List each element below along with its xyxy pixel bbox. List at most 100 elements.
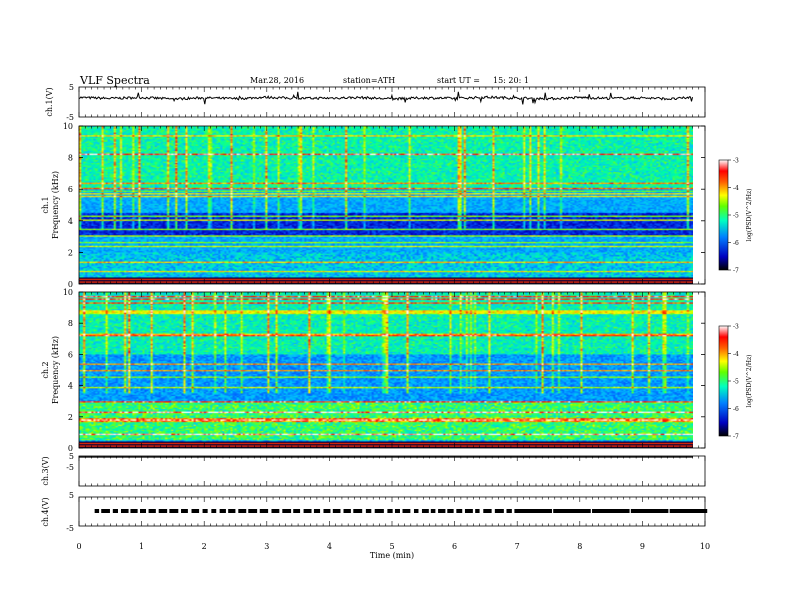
ch4-trace-segment [303, 509, 312, 513]
colorbar-tick-label: -3 [733, 158, 739, 165]
ch4-trace-segment [140, 509, 147, 513]
ch4-voltage-panel: 5 -5 -5 ch.4(V) [41, 463, 708, 533]
ch1-freq-ticks: 0 2 4 6 8 10 [63, 122, 705, 289]
colorbar-tick-label: -4 [733, 351, 739, 358]
ch1-ytick-top: 5 [69, 83, 74, 92]
ch4-trace-segment [438, 509, 446, 513]
ch4-trace-segment [202, 509, 208, 513]
ch3-ytick-bottom: -5 [66, 463, 74, 472]
ch4-trace-segment [592, 509, 630, 513]
freq-tick-label: 10 [63, 288, 73, 297]
ch4-ytick-bottom: -5 [66, 524, 74, 533]
ch2-freq-ticks: 0 2 4 6 8 10 [63, 288, 705, 453]
ch4-trace-segment [394, 509, 400, 513]
ch4-trace-segment [553, 509, 591, 513]
freq-tick-label: 2 [68, 413, 73, 422]
date-label: Mar.28, 2016 [250, 76, 304, 85]
ch4-trace-segment [475, 509, 480, 513]
ch4-trace-segment [483, 509, 492, 513]
ch2-spectrogram-panel: 0 2 4 6 8 10 ch.2 Frequency (kHz) [41, 288, 706, 453]
ch1-spectrogram-image [79, 126, 693, 284]
freq-tick-label: 8 [68, 319, 73, 328]
ch4-trace-segment [323, 509, 331, 513]
ch4-trace-segment [158, 509, 168, 513]
start-ut-label: start UT = [437, 76, 480, 85]
ch4-trace-segment [313, 509, 321, 513]
station-label: station=ATH [343, 76, 395, 85]
ch1-frequency-ylabel: Frequency (kHz) [51, 171, 60, 239]
time-tick-label: 10 [700, 542, 710, 551]
ch4-trace-segment [238, 509, 247, 513]
ch1-spectrogram-panel: 0 2 4 6 8 10 ch.1 Frequency (kHz) [41, 122, 706, 289]
ch2-colorbar-scale [718, 325, 729, 437]
time-tick-label: 5 [389, 542, 394, 551]
ch3-ytick-top: 5 [69, 452, 74, 461]
ch4-trace-segment [148, 509, 156, 513]
ch4-trace-segment [191, 509, 200, 513]
ch4-trace-segment [181, 509, 188, 513]
ch2-frequency-ylabel: Frequency (kHz) [51, 336, 60, 404]
freq-tick-label: 0 [68, 444, 73, 453]
ch4-trace-segment [464, 509, 473, 513]
ch4-trace-segment [387, 509, 393, 513]
colorbar-tick-label: -5 [733, 213, 739, 220]
ch1-channel-label: ch.1 [41, 196, 50, 213]
ch4-trace-segment [293, 509, 301, 513]
time-axis-ticks: 0 1 2 3 4 5 6 7 8 9 10 [76, 87, 710, 551]
time-tick-label: 8 [577, 542, 582, 551]
ch4-trace-segment [112, 509, 118, 513]
ch4-trace-segment [228, 509, 236, 513]
ch2-colorbar: -3 -4 -5 -6 -7 log(PSD(V^2/Hz) [718, 324, 753, 441]
ch4-trace-segment [630, 509, 669, 513]
freq-tick-label: 4 [68, 217, 73, 226]
ch4-trace-segment [130, 509, 138, 513]
ch4-trace-segment [101, 509, 110, 513]
ch4-trace-segment [430, 509, 436, 513]
ch2-channel-label: ch.2 [41, 361, 50, 378]
ch4-trace-segment [413, 509, 419, 513]
freq-tick-label: 6 [68, 185, 73, 194]
ch1-colorbar: -3 -4 -5 -6 -7 log(PSD(V^2/Hz) [718, 158, 753, 275]
time-tick-label: 3 [264, 542, 269, 551]
time-tick-label: 2 [202, 542, 207, 551]
freq-tick-label: 4 [68, 382, 73, 391]
ch4-trace-segment [94, 509, 100, 513]
ch1-ytick-bottom: -5 [66, 113, 74, 122]
ch4-voltage-ylabel: ch.4(V) [41, 497, 50, 526]
freq-tick-label: 0 [68, 280, 73, 289]
ch4-trace-segment [259, 509, 269, 513]
freq-tick-label: 6 [68, 350, 73, 359]
ch1-colorbar-label: log(PSD(V^2/Hz) [746, 189, 753, 242]
time-tick-label: 1 [139, 542, 144, 551]
colorbar-tick-label: -7 [733, 268, 739, 275]
ch4-trace-segment [248, 509, 258, 513]
time-tick-label: 6 [452, 542, 457, 551]
ch4-trace-segment [374, 509, 384, 513]
freq-tick-label: 10 [63, 122, 73, 131]
ch4-ytick-top: 5 [69, 491, 74, 500]
ch1-colorbar-scale [718, 159, 729, 271]
ch4-trace-segment [365, 509, 372, 513]
ch4-trace-segment [169, 509, 179, 513]
ch2-spectrogram-image [79, 292, 693, 448]
time-tick-label: 7 [515, 542, 520, 551]
ch4-trace-segment [211, 509, 217, 513]
ch4-voltage-trace [94, 509, 708, 513]
time-tick-label: 9 [640, 542, 645, 551]
freq-tick-label: 8 [68, 154, 73, 163]
ch4-trace-segment [421, 509, 429, 513]
colorbar-tick-label: -7 [733, 434, 739, 441]
freq-tick-label: 2 [68, 248, 73, 257]
ch4-trace-segment [120, 509, 129, 513]
ch4-trace-segment [494, 509, 504, 513]
figure-title: VLF Spectra [79, 74, 150, 87]
start-ut-value: 15: 20: 1 [493, 76, 529, 85]
ch3-voltage-ylabel: ch.3(V) [41, 456, 50, 485]
time-axis-label: Time (min) [370, 551, 414, 560]
ch4-trace-segment [506, 509, 512, 513]
colorbar-tick-label: -3 [733, 324, 739, 331]
time-tick-label: 4 [327, 542, 332, 551]
ch4-trace-segment [669, 509, 708, 513]
ch4-trace-segment [447, 509, 454, 513]
